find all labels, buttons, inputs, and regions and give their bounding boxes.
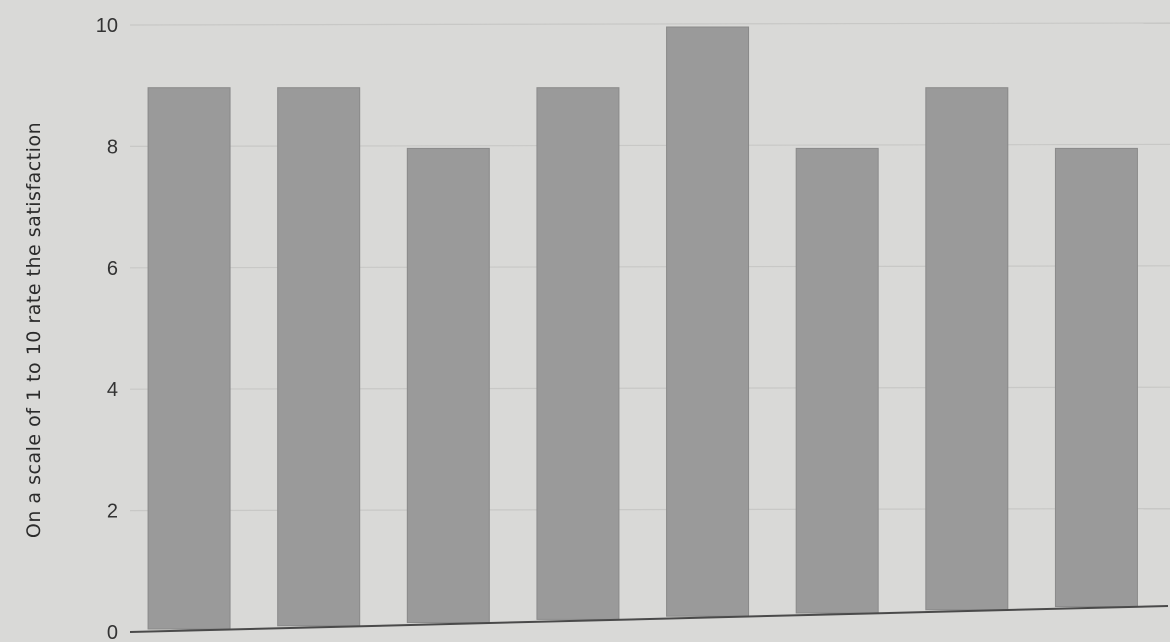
bar-2 <box>277 87 361 627</box>
y-tick-label-10: 10 <box>96 15 118 37</box>
x-axis-line <box>129 605 1169 633</box>
bar-4 <box>536 87 620 620</box>
bar-8 <box>1054 147 1138 608</box>
bar-1 <box>147 87 231 630</box>
y-tick-label-2: 2 <box>107 501 118 523</box>
bar-6 <box>795 147 879 614</box>
bar-5 <box>666 26 750 617</box>
y-axis-title: On a scale of 1 to 10 rate the satisfact… <box>23 122 45 538</box>
bar-3 <box>406 147 490 624</box>
gridline-10 <box>129 22 1170 26</box>
bar-7 <box>925 87 1009 611</box>
bars-group <box>147 26 1138 630</box>
y-tick-label-6: 6 <box>107 258 118 280</box>
y-tick-label-8: 8 <box>107 136 118 158</box>
y-tick-label-4: 4 <box>107 379 118 401</box>
y-axis-ticks: 0 2 4 6 8 10 <box>96 15 118 642</box>
y-tick-label-0: 0 <box>107 622 118 642</box>
